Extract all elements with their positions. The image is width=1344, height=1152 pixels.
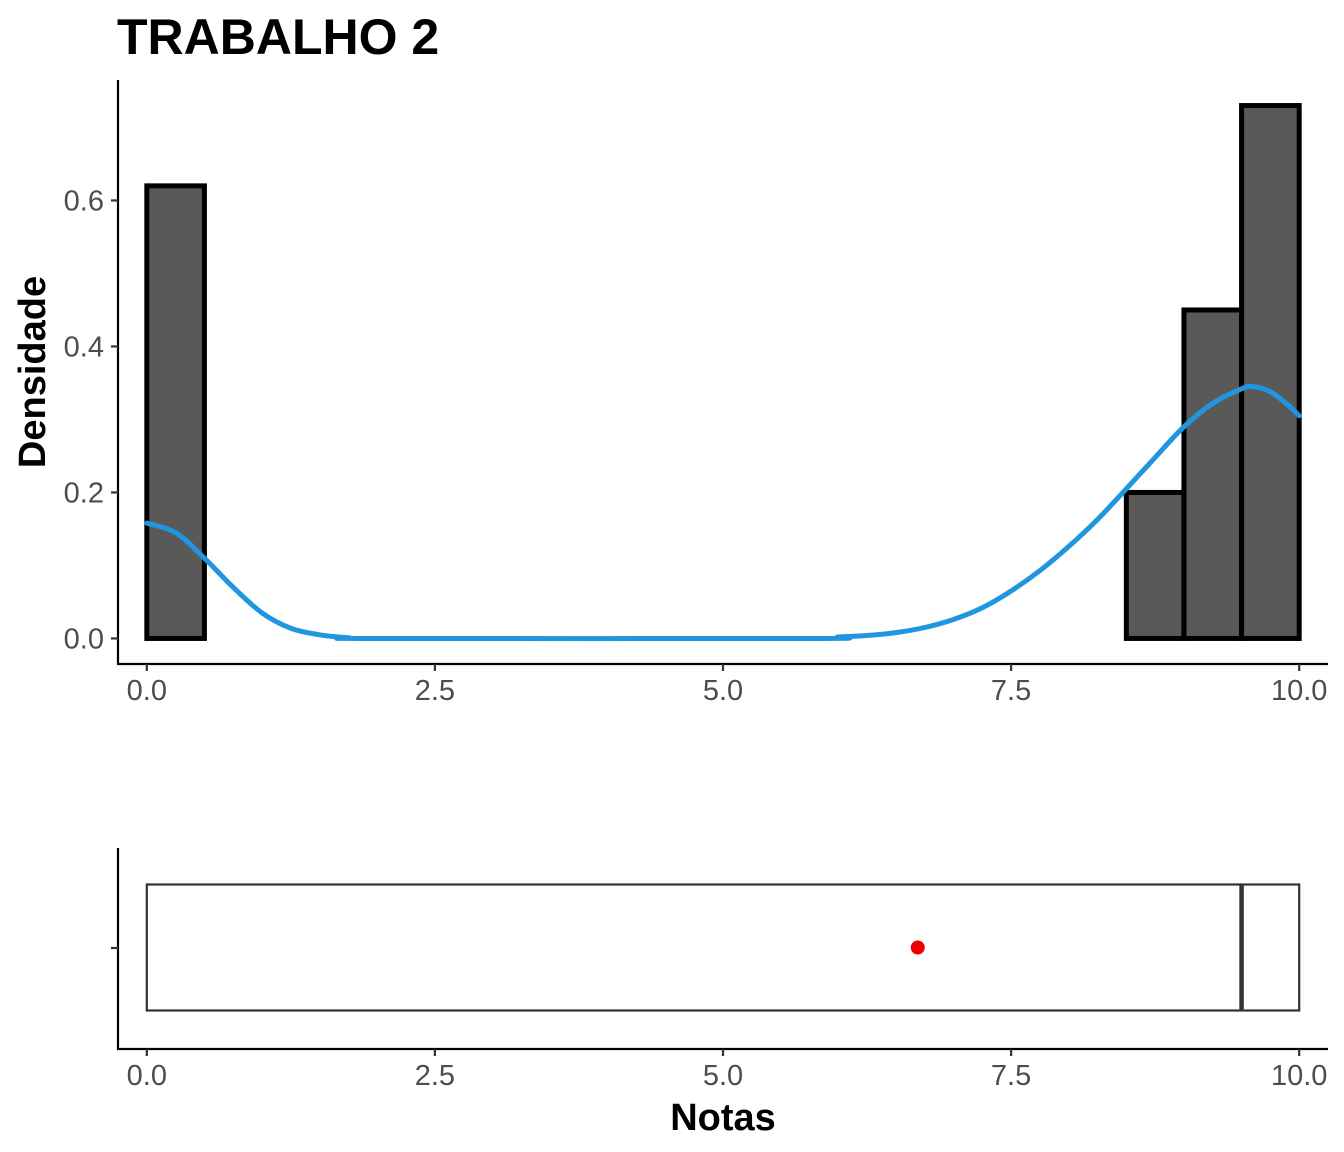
x-tick-label: 7.5 xyxy=(991,1060,1031,1092)
y-tick-label: 0.6 xyxy=(64,185,104,217)
x-tick-label: 10.0 xyxy=(1271,1060,1327,1092)
x-tick-label: 5.0 xyxy=(703,675,743,707)
histogram-bar xyxy=(1123,489,1187,641)
x-tick-label: 0.0 xyxy=(127,675,167,707)
histogram-y-ticks: 0.0 0.2 0.4 0.6 xyxy=(64,185,118,655)
y-tick-label: 0.0 xyxy=(64,623,104,655)
x-tick-label: 5.0 xyxy=(703,1060,743,1092)
x-tick-label: 0.0 xyxy=(127,1060,167,1092)
y-tick-label: 0.2 xyxy=(64,477,104,509)
x-axis-title: Notas xyxy=(670,1097,776,1139)
x-tick-label: 7.5 xyxy=(991,675,1031,707)
boxplot-panel: 0.0 2.5 5.0 7.5 10.0 Notas xyxy=(111,848,1328,1139)
y-axis-title: Densidade xyxy=(12,276,54,468)
histogram-bar xyxy=(1239,103,1302,641)
density-curve xyxy=(144,383,1302,642)
x-tick-label: 10.0 xyxy=(1271,675,1327,707)
histogram-bar xyxy=(144,183,207,641)
boxplot-x-ticks: 0.0 2.5 5.0 7.5 10.0 xyxy=(127,1049,1327,1092)
x-tick-label: 2.5 xyxy=(415,1060,455,1092)
chart-title: TRABALHO 2 xyxy=(117,9,439,65)
histogram-bars xyxy=(144,103,1302,641)
boxplot-box xyxy=(145,883,1301,1012)
y-tick-label: 0.4 xyxy=(64,331,104,363)
histogram-panel: 0.0 2.5 5.0 7.5 10.0 0.0 0.2 0.4 0.6 Densidade xyxy=(12,80,1328,707)
histogram-x-ticks: 0.0 2.5 5.0 7.5 10.0 xyxy=(127,664,1327,707)
boxplot-mean-point xyxy=(910,940,925,955)
x-tick-label: 2.5 xyxy=(415,675,455,707)
histogram-bar xyxy=(1181,307,1245,641)
